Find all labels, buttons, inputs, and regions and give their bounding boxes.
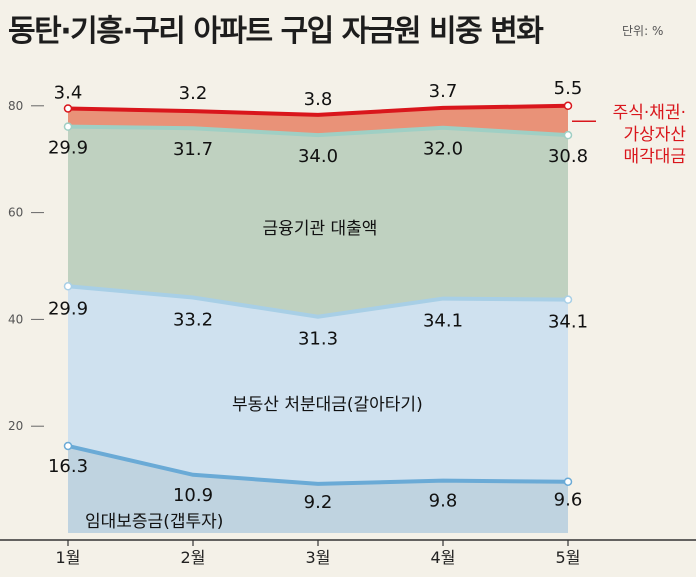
series-marker-3	[63, 122, 73, 131]
data-label: 9.8	[429, 491, 458, 512]
series-marker-4	[563, 101, 573, 111]
x-tick-label: 2월	[181, 548, 206, 567]
series-line-1	[67, 444, 569, 486]
data-label: 32.0	[423, 139, 463, 160]
series-marker-1	[563, 477, 573, 486]
data-label: 31.7	[173, 139, 213, 160]
series-line-2	[67, 284, 569, 319]
series-label-4: 매각대금	[623, 147, 686, 167]
series-line-3	[67, 124, 569, 138]
data-label: 3.8	[304, 89, 333, 110]
unit-note: 단위: %	[622, 24, 664, 38]
x-tick-label: 3월	[306, 548, 331, 567]
series-label-4: 주식·채권·	[613, 103, 686, 123]
chart-title: 동탄·기흥·구리 아파트 구입 자금원 비중 변화	[8, 14, 544, 49]
x-tick-label: 5월	[556, 548, 581, 567]
data-label: 34.1	[548, 312, 588, 333]
data-label: 9.2	[304, 492, 333, 513]
data-label: 3.7	[429, 81, 458, 102]
series-marker-1	[63, 441, 73, 451]
series-label-3: 금융기관 대출액	[263, 219, 378, 239]
area-3	[68, 126, 568, 317]
x-tick-label: 1월	[56, 548, 81, 567]
data-label: 34.0	[298, 146, 338, 167]
y-tick-label: 60	[8, 206, 23, 220]
area-2	[68, 286, 568, 484]
series-line-4	[67, 103, 569, 117]
series-label-4: 가상자산	[623, 125, 686, 145]
data-label: 10.9	[173, 485, 213, 506]
series-marker-2	[563, 295, 573, 304]
y-tick-label: 80	[8, 99, 23, 113]
data-label: 29.9	[48, 298, 88, 319]
series-marker-2	[63, 282, 73, 291]
data-label: 3.2	[179, 83, 208, 104]
data-label: 30.8	[548, 146, 588, 167]
data-label: 33.2	[173, 310, 213, 331]
data-label: 5.5	[554, 78, 583, 99]
data-label: 31.3	[298, 329, 338, 350]
series-label-2: 부동산 처분대금(갈아타기)	[232, 395, 423, 415]
data-label: 16.3	[48, 456, 88, 477]
series-marker-4	[63, 104, 73, 113]
data-label: 3.4	[54, 82, 83, 103]
series-marker-3	[563, 130, 573, 140]
series-label-1: 임대보증금(갭투자)	[85, 512, 223, 532]
data-label: 29.9	[48, 138, 88, 159]
y-tick-label: 40	[8, 312, 23, 326]
y-tick-label: 20	[8, 419, 23, 433]
data-label: 9.6	[554, 490, 583, 511]
x-tick-label: 4월	[431, 548, 456, 567]
data-label: 34.1	[423, 311, 463, 332]
area-1	[68, 445, 568, 533]
